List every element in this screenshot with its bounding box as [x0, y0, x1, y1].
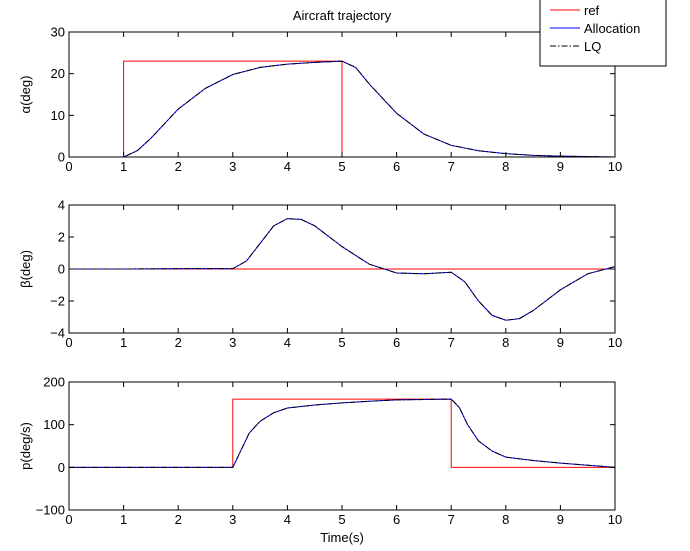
subplot-2: 0 1 2 3 4 5 6 7 8 9 10 −4 −2 0 2 4 β(deg)	[18, 198, 622, 351]
y-tick-label: 200	[43, 375, 65, 390]
subplot-1: 0 1 2 3 4 5 6 7 8 9 10 0 10 20 30 α(deg)	[18, 25, 622, 175]
y-tick-label: 4	[58, 198, 65, 213]
y-tick-label: −4	[50, 326, 65, 341]
y-tick-label: 20	[51, 66, 65, 81]
x-tick-label: 0	[65, 159, 72, 174]
x-tick-label: 3	[229, 335, 236, 350]
x-tick-label: 10	[608, 159, 622, 174]
x-tick-label: 0	[65, 335, 72, 350]
x-tick-label: 4	[284, 159, 291, 174]
x-axis-label: Time(s)	[320, 530, 364, 545]
y-tick-label: 10	[51, 108, 65, 123]
y-tick-label: 0	[58, 150, 65, 165]
x-tick-label: 1	[120, 512, 127, 527]
series-line-lq	[69, 398, 616, 468]
y-axis-label: α(deg)	[18, 76, 33, 114]
x-tick-label: 1	[120, 335, 127, 350]
y-tick-label: −2	[50, 294, 65, 309]
x-tick-label: 2	[175, 512, 182, 527]
legend-box	[539, 0, 667, 67]
x-tick-label: 6	[393, 159, 400, 174]
figure-title: Aircraft trajectory	[293, 8, 392, 23]
x-tick-label: 7	[448, 335, 455, 350]
x-tick-label: 6	[393, 335, 400, 350]
y-tick-label: 30	[51, 25, 65, 40]
y-tick-label: 2	[58, 230, 65, 245]
x-tick-label: 0	[65, 512, 72, 527]
x-tick-label: 10	[608, 335, 622, 350]
legend-label-lq: LQ	[584, 39, 601, 54]
x-tick-label: 9	[557, 512, 564, 527]
x-tick-label: 10	[608, 512, 622, 527]
x-tick-label: 4	[284, 512, 291, 527]
series-line-lq	[69, 218, 616, 321]
y-tick-label: 0	[58, 460, 65, 475]
x-tick-label: 4	[284, 335, 291, 350]
plot-area	[69, 382, 615, 510]
x-tick-label: 6	[393, 512, 400, 527]
x-tick-label: 1	[120, 159, 127, 174]
x-tick-label: 5	[338, 512, 345, 527]
x-tick-label: 8	[502, 335, 509, 350]
x-tick-label: 8	[502, 159, 509, 174]
legend: ref Allocation LQ	[539, 0, 667, 67]
x-tick-label: 9	[557, 159, 564, 174]
x-tick-label: 9	[557, 335, 564, 350]
y-tick-label: 0	[58, 262, 65, 277]
legend-label-ref: ref	[584, 3, 600, 18]
x-tick-label: 3	[229, 512, 236, 527]
x-tick-label: 8	[502, 512, 509, 527]
x-tick-label: 7	[448, 512, 455, 527]
x-tick-label: 3	[229, 159, 236, 174]
legend-label-allocation: Allocation	[584, 21, 640, 36]
y-axis-label: p(deg/s)	[18, 422, 33, 470]
x-tick-label: 2	[175, 335, 182, 350]
series-line-lq	[69, 60, 616, 158]
y-tick-label: 100	[43, 417, 65, 432]
x-tick-label: 2	[175, 159, 182, 174]
y-tick-label: −100	[36, 503, 65, 518]
x-tick-label: 7	[448, 159, 455, 174]
x-tick-label: 5	[338, 335, 345, 350]
x-tick-label: 5	[338, 159, 345, 174]
y-axis-label: β(deg)	[18, 250, 33, 288]
